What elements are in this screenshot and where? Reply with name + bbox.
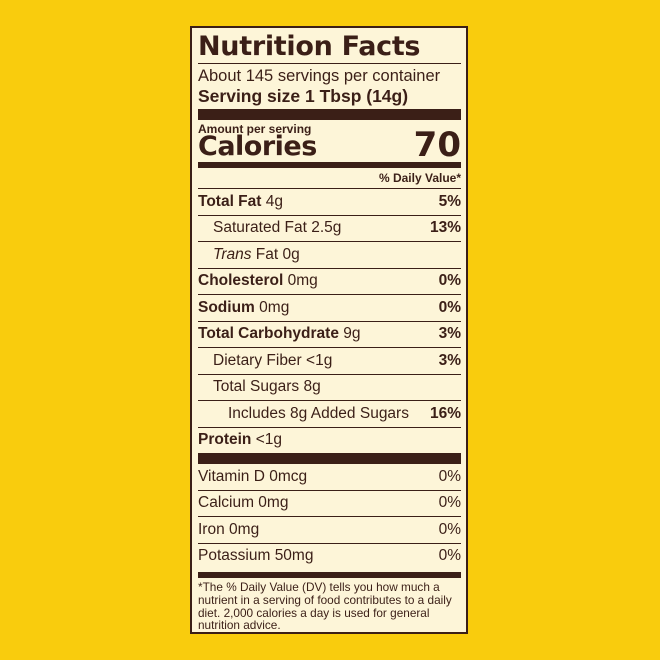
nutrient-name: Includes 8g Added Sugars (228, 404, 409, 422)
daily-value-header: % Daily Value* (198, 168, 461, 189)
nutrient-row-added-sugars: Includes 8g Added Sugars 16% (198, 401, 461, 428)
nutrient-name-italic: Trans (213, 245, 252, 263)
divider-thick-vitamins (198, 453, 461, 464)
nutrient-row-saturated-fat: Saturated Fat 2.5g 13% (198, 216, 461, 242)
nutrient-amount: <1g (306, 351, 333, 369)
nutrient-amount: 0g (282, 245, 300, 263)
nutrient-dv: 5% (438, 192, 461, 210)
nutrient-amount: 2.5g (311, 219, 342, 237)
nutrient-name: Total Sugars (213, 378, 300, 396)
nutrient-row-cholesterol: Cholesterol 0mg 0% (198, 269, 461, 295)
nutrient-name: Total Fat (198, 192, 262, 210)
nutrient-dv: 16% (429, 404, 461, 422)
nutrient-amount: 9g (343, 325, 361, 343)
nutrient-name: Saturated Fat (213, 219, 307, 237)
vitamin-row-potassium: Potassium 50mg 0% (198, 544, 461, 570)
nutrient-dv: 0% (438, 272, 461, 290)
label-title: Nutrition Facts (198, 31, 461, 64)
divider-thick (198, 109, 461, 120)
amount-per-serving: Amount per serving (198, 122, 312, 136)
vitamin-name: Vitamin D (198, 467, 265, 485)
serving-size: Serving size 1 Tbsp (14g) (198, 86, 409, 106)
nutrient-name: Total Carbohydrate (198, 325, 339, 343)
vitamin-row-iron: Iron 0mg 0% (198, 517, 461, 544)
nutrient-amount: 4g (265, 192, 283, 210)
nutrient-name: Protein (198, 431, 252, 449)
nutrient-dv: 3% (438, 351, 461, 369)
vitamin-name: Potassium (198, 547, 271, 565)
nutrition-facts-label: Nutrition Facts About 145 servings per c… (190, 26, 468, 634)
calories-label: Calories (198, 131, 317, 162)
nutrient-name: Cholesterol (198, 272, 284, 290)
nutrient-row-total-carbohydrate: Total Carbohydrate 9g 3% (198, 322, 461, 348)
vitamin-amount: 0mg (229, 520, 260, 538)
divider-medium (198, 162, 461, 168)
daily-value-footnote: *The % Daily Value (DV) tells you how mu… (198, 572, 461, 632)
nutrient-dv: 0% (438, 298, 461, 316)
vitamin-amount: 0mg (258, 494, 289, 512)
vitamin-dv: 0% (438, 494, 461, 512)
nutrient-amount: <1g (255, 431, 283, 449)
vitamin-amount: 0mcg (269, 467, 308, 485)
servings-per-container: About 145 servings per container (198, 67, 441, 85)
nutrient-name: Sodium (198, 298, 255, 316)
vitamin-row-calcium: Calcium 0mg 0% (198, 491, 461, 517)
nutrient-row-protein: Protein <1g (198, 428, 461, 454)
nutrient-row-dietary-fiber: Dietary Fiber <1g 3% (198, 348, 461, 375)
nutrient-amount: 0mg (287, 272, 318, 290)
nutrient-name: Dietary Fiber (213, 351, 302, 369)
vitamin-name: Calcium (198, 494, 254, 512)
calories-row: Calories 70 (198, 128, 461, 162)
vitamin-row-vitamin-d: Vitamin D 0mcg 0% (198, 464, 461, 491)
vitamin-amount: 50mg (274, 547, 314, 565)
nutrient-name: Fat (251, 245, 279, 263)
nutrient-row-sodium: Sodium 0mg 0% (198, 295, 461, 322)
calories-value: 70 (413, 125, 461, 165)
vitamin-dv: 0% (438, 467, 461, 485)
nutrient-dv: 3% (438, 325, 461, 343)
vitamin-dv: 0% (438, 547, 461, 565)
nutrient-amount: 8g (303, 378, 321, 396)
nutrient-dv: 13% (429, 219, 461, 237)
nutrient-row-total-fat: Total Fat 4g 5% (198, 189, 461, 216)
vitamin-name: Iron (198, 520, 225, 538)
nutrient-row-total-sugars: Total Sugars 8g (198, 375, 461, 401)
vitamin-dv: 0% (438, 520, 461, 538)
nutrient-amount: 0mg (259, 298, 290, 316)
nutrient-row-trans-fat: Trans Fat 0g (198, 242, 461, 269)
